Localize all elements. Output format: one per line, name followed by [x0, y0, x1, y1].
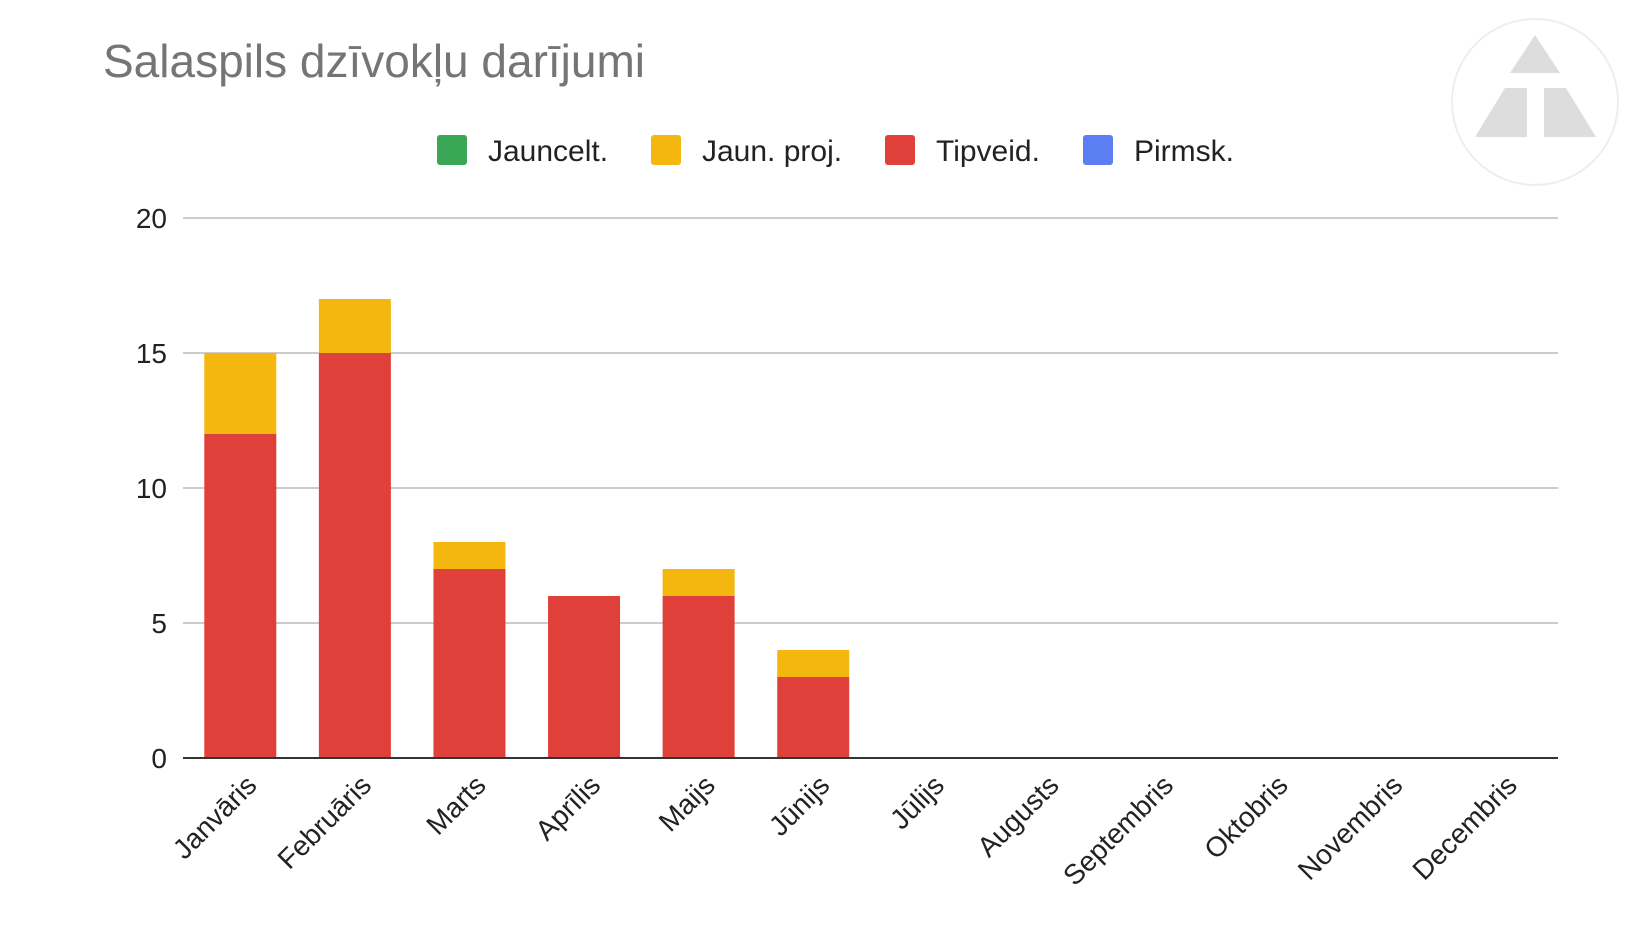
y-axis-ticks: 0 5 10 15 20 — [136, 203, 167, 774]
legend-label-tipveid: Tipveid. — [936, 135, 1040, 168]
gridlines — [183, 217, 1558, 624]
x-tick-label: Jūlijs — [884, 769, 950, 835]
triangle-logo-icon — [1451, 18, 1619, 186]
x-tick-label: Jūnijs — [763, 769, 836, 842]
bar-tipveid-4 — [662, 596, 735, 758]
bars — [204, 299, 850, 758]
y-tick-label-0: 0 — [151, 743, 167, 774]
bar-tipveid-0 — [204, 434, 277, 758]
bar-jaun-proj-4 — [662, 569, 735, 596]
x-tick-label: Janvāris — [167, 769, 263, 865]
x-tick-label: Aprīlis — [529, 769, 606, 846]
x-tick-label: Marts — [420, 769, 491, 840]
y-tick-label-20: 20 — [136, 203, 167, 234]
logo-left-shape — [1475, 88, 1527, 137]
logo-circle — [1451, 18, 1619, 186]
legend-swatch-jaun-proj — [651, 135, 681, 165]
x-tick-label: Februāris — [272, 769, 378, 875]
x-tick-label: Augusts — [971, 769, 1064, 862]
x-tick-label: Septembris — [1057, 769, 1179, 891]
bar-jaun-proj-5 — [777, 650, 850, 677]
y-tick-label-15: 15 — [136, 338, 167, 369]
legend-swatch-pirmsk — [1083, 135, 1113, 165]
bar-tipveid-2 — [433, 569, 506, 758]
logo-right-shape — [1544, 88, 1596, 137]
legend-label-jauncelt: Jauncelt. — [488, 135, 608, 168]
bar-tipveid-5 — [777, 677, 850, 758]
x-tick-label: Novembris — [1292, 769, 1409, 886]
legend: Jauncelt. Jaun. proj. Tipveid. Pirmsk. — [437, 135, 1234, 168]
bar-jaun-proj-0 — [204, 353, 277, 434]
legend-swatch-jauncelt — [437, 135, 467, 165]
legend-label-pirmsk: Pirmsk. — [1134, 135, 1234, 168]
y-tick-label-5: 5 — [151, 608, 167, 639]
x-tick-label: Decembris — [1406, 769, 1523, 886]
legend-swatch-tipveid — [885, 135, 915, 165]
chart-title: Salaspils dzīvokļu darījumi — [103, 35, 645, 87]
legend-label-jaun-proj: Jaun. proj. — [702, 135, 842, 168]
bar-tipveid-3 — [548, 596, 621, 758]
bar-tipveid-1 — [318, 353, 391, 758]
y-tick-label-10: 10 — [136, 473, 167, 504]
x-tick-label: Oktobris — [1198, 769, 1294, 865]
x-axis-labels: Janvāris Februāris Marts Aprīlis Maijs Jūnijs… — [167, 769, 1523, 891]
bar-jaun-proj-1 — [318, 299, 391, 353]
x-tick-label: Maijs — [653, 769, 721, 837]
bar-jaun-proj-2 — [433, 542, 506, 569]
logo-top-triangle — [1510, 35, 1560, 73]
